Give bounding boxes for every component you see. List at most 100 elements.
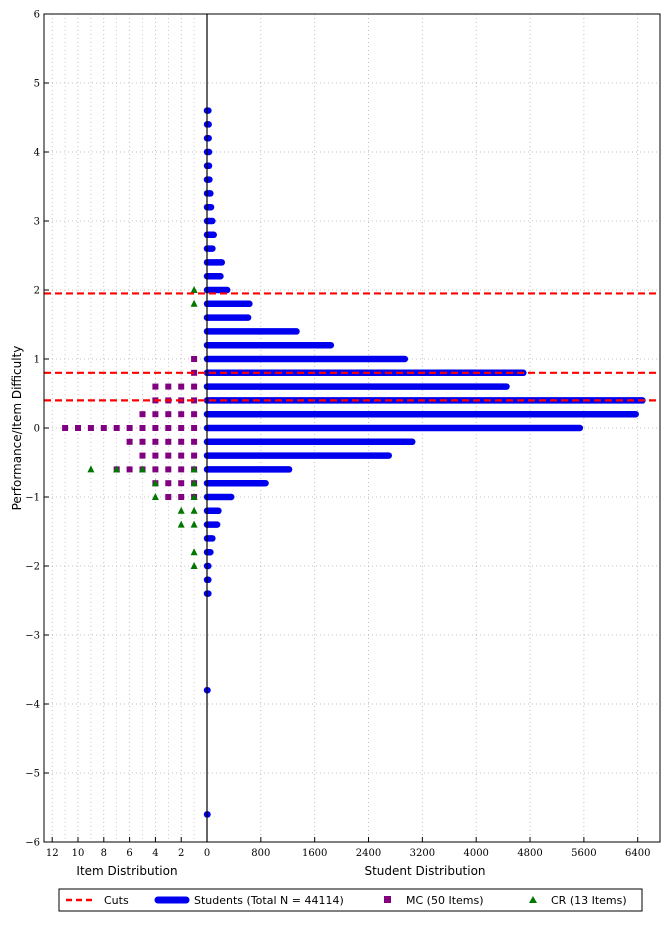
- mc-item-marker: [126, 438, 133, 445]
- mc-item-marker: [139, 438, 146, 445]
- mc-item-marker: [191, 356, 198, 362]
- mc-item-marker: [152, 383, 159, 390]
- mc-item-marker: [100, 425, 107, 431]
- y-tick-label: 2: [34, 286, 40, 297]
- mc-item-marker: [165, 466, 172, 473]
- mc-item-marker: [191, 411, 198, 418]
- item-x-tick-label: 2: [178, 848, 184, 859]
- cr-item-marker: [113, 465, 121, 473]
- y-tick-label: 1: [34, 355, 40, 366]
- mc-item-marker: [75, 425, 81, 431]
- student-x-tick-label: 4800: [517, 848, 542, 859]
- student-x-tick-label: 3200: [410, 848, 435, 859]
- mc-item-marker: [165, 494, 172, 500]
- mc-item-marker: [178, 480, 185, 487]
- y-tick-label: −2: [25, 562, 40, 573]
- mc-item-marker: [165, 452, 172, 459]
- student-x-tick-label: 6400: [625, 848, 650, 859]
- y-tick-label: 3: [34, 217, 40, 228]
- student-x-tick-label: 2400: [356, 848, 381, 859]
- legend: Cuts Students (Total N = 44114) MC (50 I…: [58, 888, 643, 912]
- mc-item-marker: [139, 411, 146, 418]
- mc-item-marker: [165, 438, 172, 445]
- cr-item-marker: [190, 299, 198, 307]
- x-axis-title-right: Student Distribution: [364, 864, 485, 878]
- cr-item-marker: [190, 506, 198, 514]
- mc-item-marker: [178, 452, 185, 459]
- student-x-tick-label: 5600: [571, 848, 596, 859]
- cr-item-marker: [190, 548, 198, 556]
- x-axis-title-left: Item Distribution: [76, 864, 177, 878]
- mc-item-marker: [165, 480, 172, 487]
- mc-item-marker: [152, 425, 159, 431]
- mc-item-marker: [139, 425, 146, 431]
- mc-item-marker: [113, 425, 120, 431]
- cr-item-marker: [190, 479, 198, 487]
- cr-item-marker: [151, 493, 159, 500]
- mc-item-marker: [165, 411, 172, 418]
- mc-item-marker: [126, 425, 133, 431]
- y-tick-label: 5: [34, 79, 40, 90]
- mc-item-marker: [178, 383, 185, 390]
- cr-item-marker: [190, 465, 198, 473]
- item-x-tick-label: 12: [46, 848, 59, 859]
- y-tick-label: 6: [34, 10, 40, 21]
- y-tick-label: 4: [34, 148, 40, 159]
- y-tick-label: −3: [25, 631, 40, 642]
- mc-item-marker: [152, 438, 159, 445]
- mc-item-marker: [152, 411, 159, 418]
- mc-item-marker: [62, 425, 69, 431]
- plot-frame: [43, 13, 661, 843]
- student-x-tick-label: 4000: [463, 848, 488, 859]
- mc-item-marker: [191, 397, 198, 404]
- student-x-tick-label: 1600: [302, 848, 327, 859]
- cr-item-marker: [190, 493, 198, 500]
- mc-item-marker: [178, 438, 185, 445]
- legend-students-label: Students (Total N = 44114): [194, 894, 344, 907]
- student-x-tick-label: 800: [251, 848, 270, 859]
- y-tick-label: −6: [25, 838, 40, 849]
- y-tick-label: 0: [34, 424, 40, 435]
- mc-item-marker: [178, 425, 185, 431]
- cr-item-marker: [151, 479, 159, 487]
- cr-item-marker: [190, 286, 198, 293]
- mc-item-marker: [165, 383, 172, 390]
- mc-item-marker: [191, 383, 198, 390]
- cr-item-marker: [190, 520, 198, 528]
- cr-item-marker: [87, 465, 95, 473]
- item-x-tick-label: 8: [101, 848, 107, 859]
- legend-cuts-label: Cuts: [104, 894, 129, 907]
- mc-item-marker: [87, 425, 94, 431]
- y-axis-title: Performance/Item Difficulty: [10, 346, 24, 511]
- mc-item-marker: [178, 494, 185, 500]
- cut-lines: [44, 292, 660, 402]
- cr-item-marker: [190, 562, 198, 569]
- item-x-tick-label: 10: [72, 848, 85, 859]
- legend-mc-swatch: [384, 896, 391, 903]
- mc-item-marker: [191, 438, 198, 445]
- mc-item-marker: [165, 425, 172, 431]
- cr-item-marker: [177, 506, 185, 514]
- y-tick-label: −1: [25, 493, 40, 504]
- legend-cr-swatch: [529, 896, 537, 903]
- student-x-tick-label: 0: [204, 848, 210, 859]
- mc-item-marker: [178, 466, 185, 473]
- legend-cr-label: CR (13 Items): [551, 894, 627, 907]
- mc-item-marker: [126, 466, 133, 473]
- item-x-tick-label: 4: [152, 848, 158, 859]
- mc-item-marker: [178, 411, 185, 418]
- y-tick-label: −5: [25, 769, 40, 780]
- legend-mc-label: MC (50 Items): [406, 894, 484, 907]
- mc-item-marker: [191, 425, 198, 431]
- mc-item-marker: [152, 452, 159, 459]
- item-x-tick-label: 6: [126, 848, 132, 859]
- mc-item-marker: [152, 466, 159, 473]
- y-tick-label: −4: [25, 700, 40, 711]
- cr-item-marker: [139, 465, 146, 473]
- student-bars: [203, 107, 646, 818]
- mc-item-marker: [191, 369, 198, 376]
- legend-frame: [58, 888, 643, 912]
